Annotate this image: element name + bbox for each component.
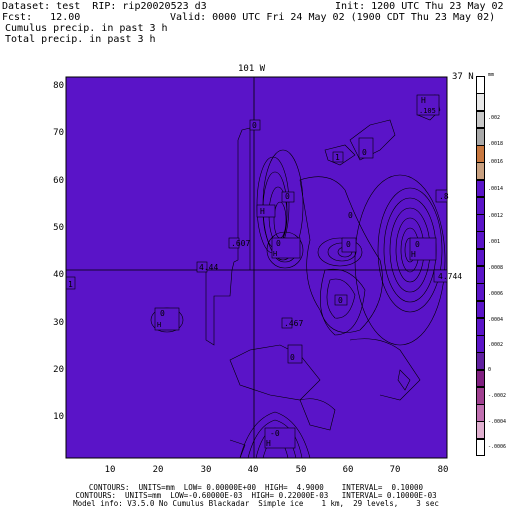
colorbar-cell xyxy=(476,196,485,215)
field-title-1: Cumulus precip. in past 3 h xyxy=(5,23,168,34)
x-tick: 20 xyxy=(152,465,164,475)
colorbar-cell xyxy=(476,214,485,232)
high-value: H xyxy=(260,207,265,216)
map-fill xyxy=(65,76,448,459)
colorbar-cell xyxy=(476,317,485,336)
contour-info-1: CONTOURS: UNITS=mm LOW= 0.00000E+00 HIGH… xyxy=(88,483,424,492)
field-title-2: Total precip. in past 3 h xyxy=(5,34,156,45)
zero-label: .467 xyxy=(284,319,304,328)
colorbar-cell xyxy=(476,76,485,94)
y-tick: 40 xyxy=(53,270,64,280)
colorbar-label: -.0002 xyxy=(488,393,507,399)
colorbar-label: .0012 xyxy=(488,213,504,219)
dataset-line: Dataset: test RIP: rip20020523 d3 xyxy=(2,1,207,12)
colorbar-label: .0016 xyxy=(488,159,504,165)
high-label: 0 xyxy=(276,239,281,248)
colorbar-label: .0002 xyxy=(488,342,504,348)
colorbar-cell xyxy=(476,300,485,319)
colorbar-unit: mm xyxy=(488,72,495,78)
y-tick: 10 xyxy=(53,412,64,422)
contour-label: 4.744 xyxy=(438,272,463,281)
colorbar-label: .0018 xyxy=(488,141,504,147)
high-label: 0 xyxy=(415,240,420,249)
model-info: Model info: V3.5.0 No Cumulus Blackadar … xyxy=(73,499,439,508)
colorbar-cell xyxy=(476,283,485,302)
y-tick: 20 xyxy=(53,365,64,375)
zero-label: 0 xyxy=(338,296,343,305)
colorbar-label: .0008 xyxy=(488,265,504,271)
high-label: H xyxy=(421,96,426,105)
y-tick: 50 xyxy=(53,223,64,233)
colorbar-cell xyxy=(476,179,485,198)
high-value: .105 xyxy=(419,107,436,115)
colorbar-cell xyxy=(476,386,485,405)
colorbar-cell xyxy=(476,404,485,422)
forecast-hour: Fcst: 12.00 xyxy=(2,12,81,23)
contour-label: 1 xyxy=(335,153,340,162)
colorbar-cell xyxy=(476,248,485,267)
colorbar-cell xyxy=(476,93,485,112)
init-time: Init: 1200 UTC Thu 23 May 02 xyxy=(335,1,504,12)
high-value: H xyxy=(411,250,416,259)
colorbar-label: .0014 xyxy=(488,186,504,192)
colorbar-cell xyxy=(476,162,485,181)
colorbar-label: 0 xyxy=(488,367,492,373)
colorbar-cell xyxy=(476,335,485,353)
zero-label: .607 xyxy=(231,239,251,248)
colorbar-cell xyxy=(476,127,485,146)
x-tick: 10 xyxy=(104,465,116,475)
colorbar-label: -.0006 xyxy=(488,444,507,450)
y-tick: 30 xyxy=(53,318,64,328)
high-value: H xyxy=(273,250,278,258)
colorbar-cell xyxy=(476,369,485,388)
colorbar-cell xyxy=(476,421,485,440)
x-tick: 70 xyxy=(389,465,401,475)
zero-label: 4.44 xyxy=(199,263,219,272)
colorbar-cell xyxy=(476,231,485,250)
valid-time: Valid: 0000 UTC Fri 24 May 02 (1900 CDT … xyxy=(170,12,496,23)
high-value: H xyxy=(266,439,271,448)
high-label: 0 xyxy=(285,192,290,201)
colorbar-cell xyxy=(476,438,485,457)
colorbar-label: .001 xyxy=(488,239,501,245)
contour-label: 0 xyxy=(346,240,351,249)
zero-label: .8 xyxy=(439,192,449,201)
y-tick: 60 xyxy=(53,176,64,186)
contour-info-2: CONTOURS: UNITS=mm LOW=-0.60000E-03 HIGH… xyxy=(75,491,437,500)
colorbar-label: .0004 xyxy=(488,317,504,323)
x-tick: 40 xyxy=(247,465,259,475)
x-tick: 80 xyxy=(437,465,449,475)
x-tick: 60 xyxy=(342,465,354,475)
zero-label: 0 xyxy=(252,121,257,130)
colorbar-cell xyxy=(476,145,485,163)
x-tick: 50 xyxy=(295,465,307,475)
y-tick: 80 xyxy=(53,81,64,91)
colorbar-label: .0006 xyxy=(488,291,504,297)
zero-label: 0 xyxy=(362,148,367,157)
contour-label: 0 xyxy=(348,211,353,220)
latitude-label: 37 N xyxy=(452,72,474,82)
colorbar-cell xyxy=(476,352,485,371)
high-label: 0 xyxy=(160,309,165,318)
colorbar-label: .002 xyxy=(488,115,501,121)
x-tick: 30 xyxy=(200,465,212,475)
y-tick: 70 xyxy=(53,128,64,138)
edge-label: 1 xyxy=(68,280,73,289)
colorbar-label: -.0004 xyxy=(488,419,507,425)
high-label: -0 xyxy=(270,429,280,438)
colorbar-cell xyxy=(476,266,485,284)
high-value: H xyxy=(157,321,162,329)
longitude-label: 101 W xyxy=(238,64,266,74)
colorbar-cell xyxy=(476,110,485,129)
contour-label: 0 xyxy=(290,353,295,362)
